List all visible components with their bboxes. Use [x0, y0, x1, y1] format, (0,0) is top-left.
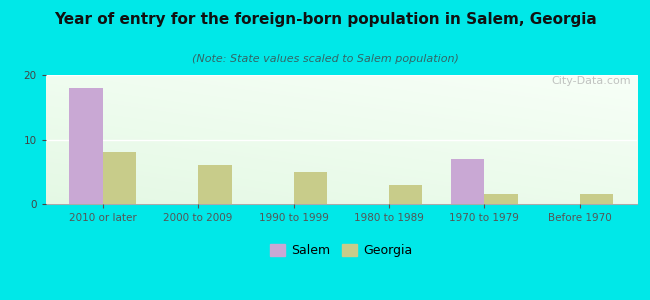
Bar — [451, 159, 484, 204]
Legend: Salem, Georgia: Salem, Georgia — [265, 238, 418, 262]
Bar — [389, 184, 422, 204]
Bar — [294, 172, 327, 204]
Text: Year of entry for the foreign-born population in Salem, Georgia: Year of entry for the foreign-born popul… — [53, 12, 597, 27]
Bar — [580, 194, 613, 204]
Bar — [484, 194, 518, 204]
Bar — [103, 152, 136, 204]
Text: (Note: State values scaled to Salem population): (Note: State values scaled to Salem popu… — [192, 54, 458, 64]
Text: City-Data.com: City-Data.com — [551, 76, 631, 86]
Bar — [198, 165, 231, 204]
Bar — [70, 88, 103, 204]
